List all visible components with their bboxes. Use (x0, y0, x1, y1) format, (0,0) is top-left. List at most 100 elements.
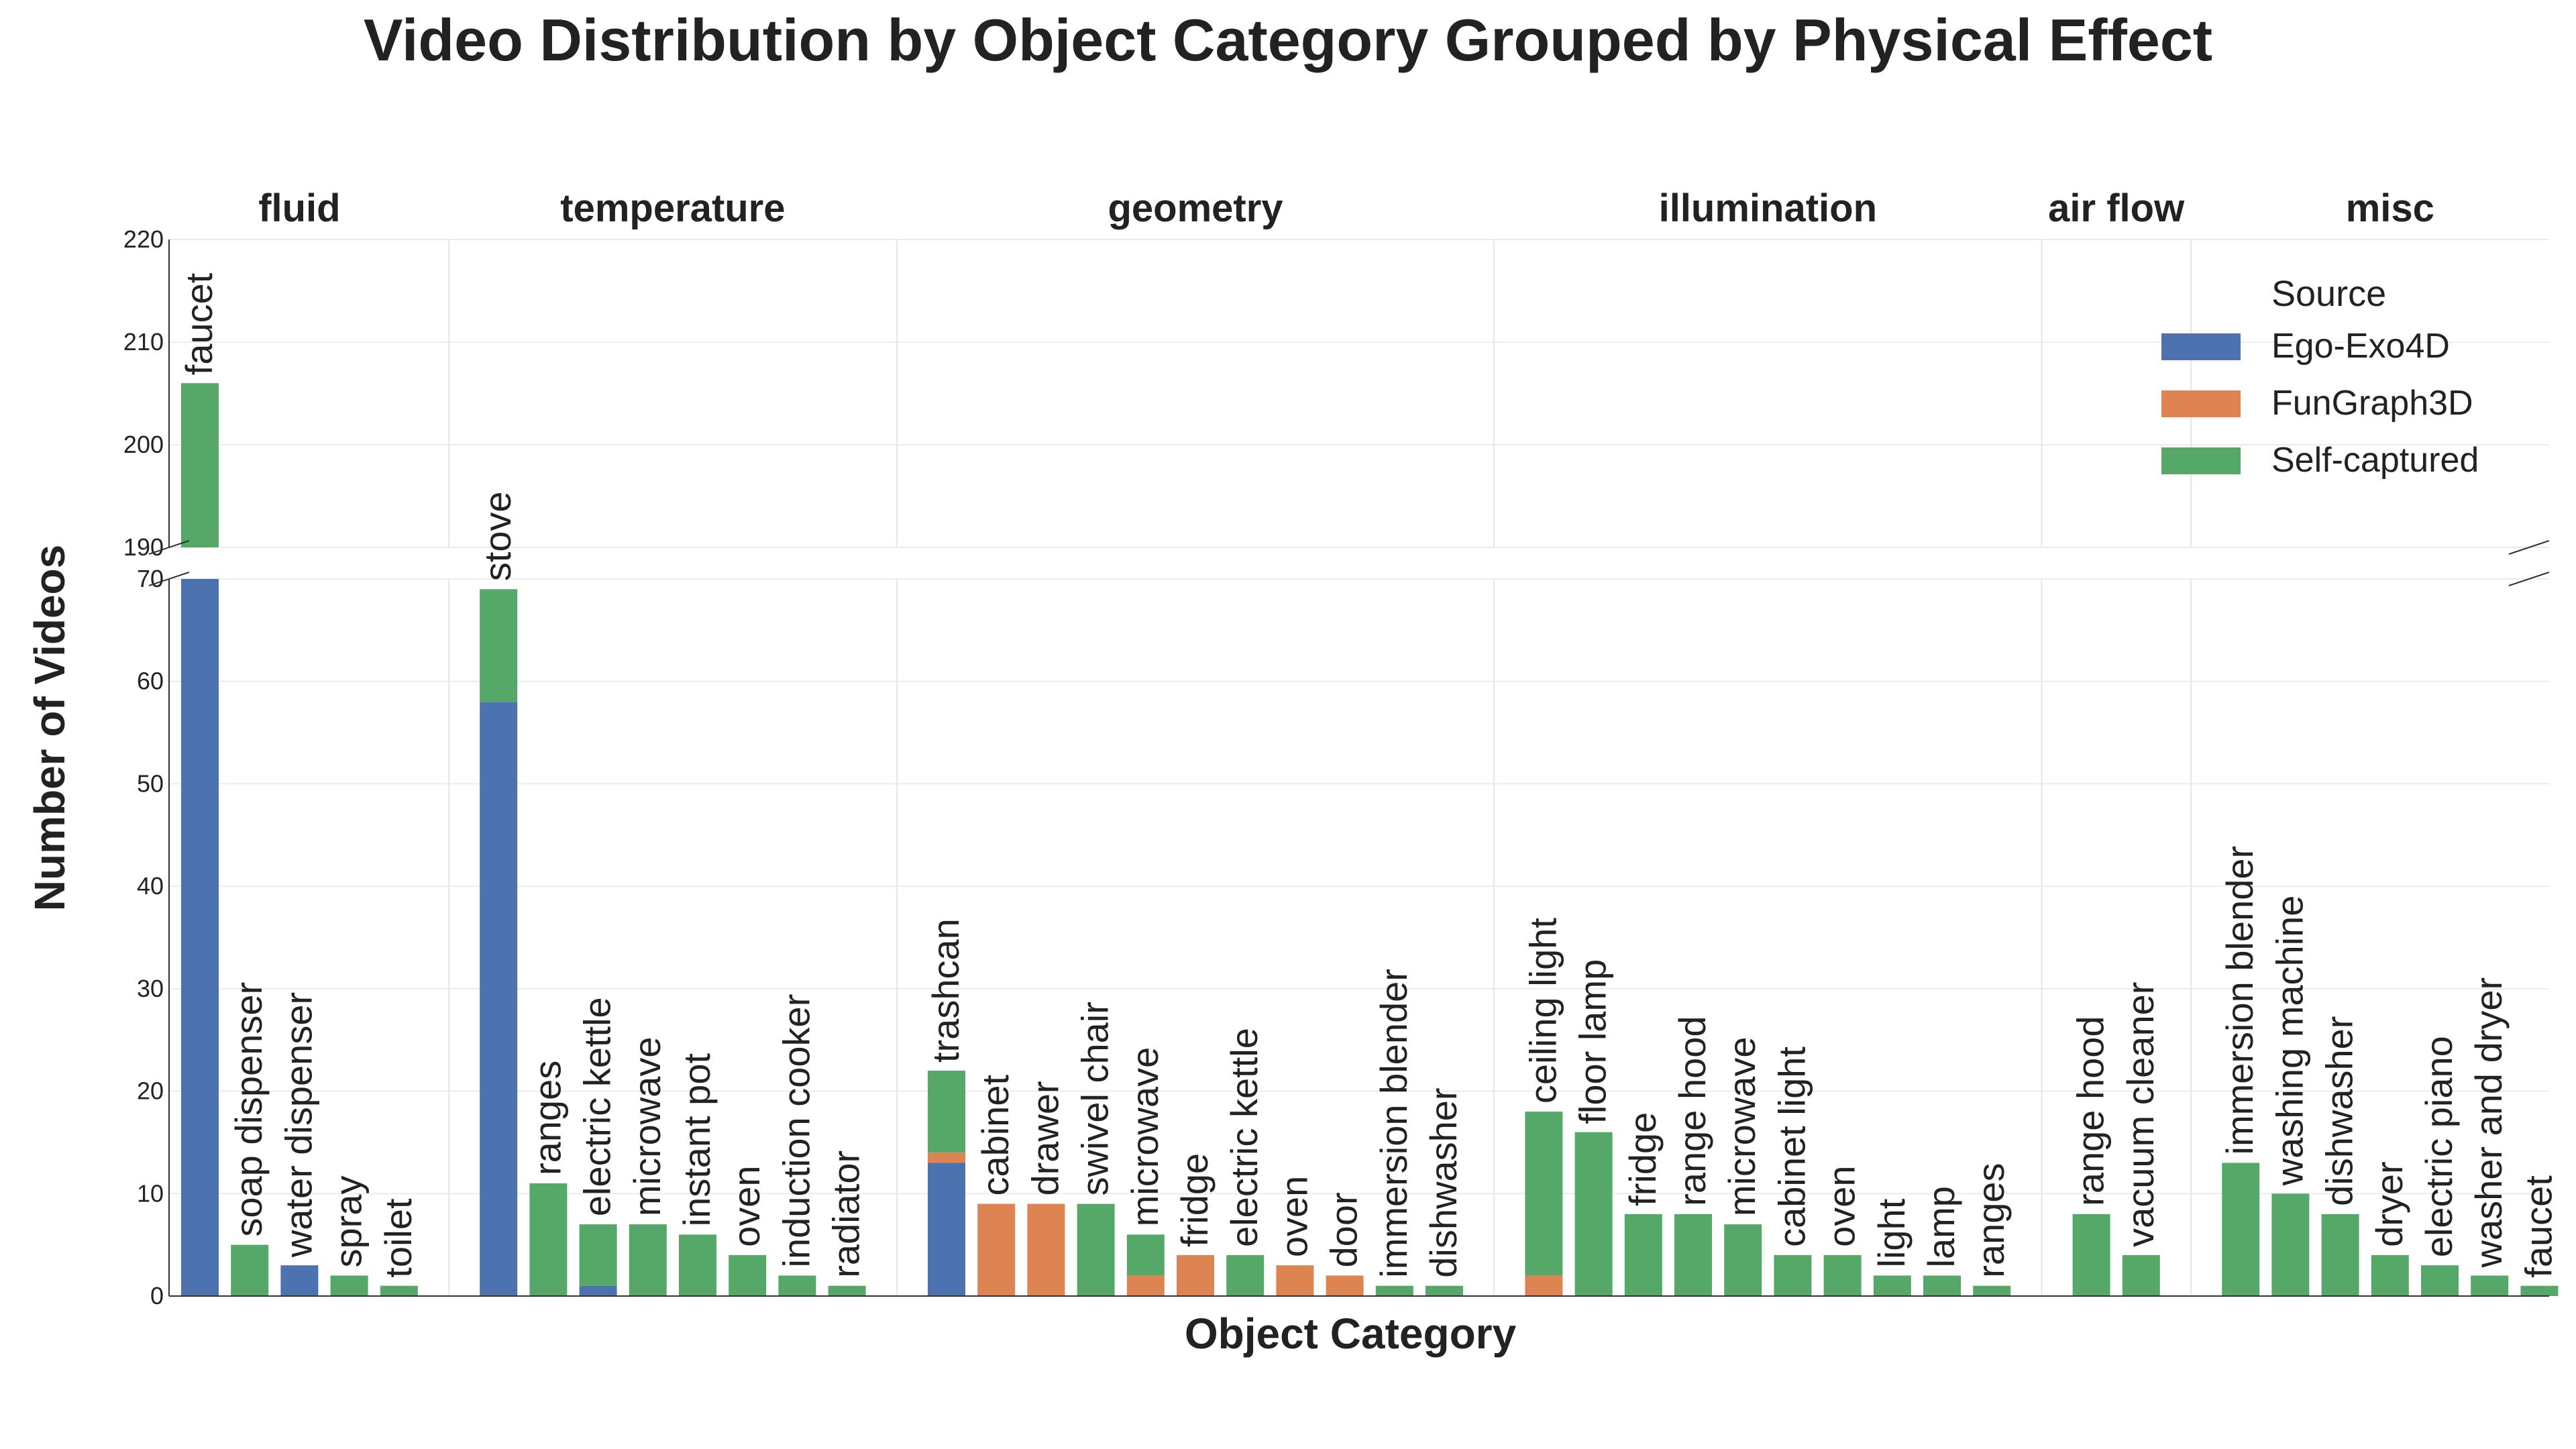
bar-segment (280, 1265, 319, 1296)
bar-segment (1077, 1203, 1115, 1296)
bar-label: washer and dryer (2467, 977, 2510, 1269)
bar-segment (1326, 1275, 1364, 1296)
y-tick-label-lower: 10 (137, 1179, 164, 1207)
bar-label: dryer (2368, 1161, 2410, 1247)
bar-segment (1624, 1214, 1662, 1296)
bar-segment (2520, 1285, 2559, 1296)
chart-title: Video Distribution by Object Category Gr… (364, 7, 2212, 73)
bar-label: fridge (1173, 1153, 1216, 1247)
bar-segment (1375, 1285, 1413, 1296)
bar-label: lamp (1920, 1186, 1962, 1267)
bar-segment (1525, 1275, 1563, 1296)
bar-segment (1226, 1254, 1265, 1296)
y-tick-label-upper: 190 (123, 533, 164, 561)
bar-segment (1774, 1254, 1812, 1296)
axes-layer: 0 10 20 30 40 50 60 70 190 200 210 220 (123, 225, 2550, 1309)
bar-segment (2072, 1214, 2110, 1296)
bar-label: water dispenser (277, 992, 319, 1258)
legend-swatch (2161, 390, 2241, 417)
bar-segment (977, 1203, 1016, 1296)
bar-label: floor lamp (1572, 959, 1614, 1124)
grid-layer (169, 239, 2549, 1297)
bar-segment (1873, 1275, 1911, 1296)
bar-label: oven (1273, 1176, 1315, 1257)
group-label-illumination: illumination (1659, 186, 1877, 230)
bar-label: faucet (178, 272, 220, 375)
legend-entry: Ego-Exo4D (2271, 327, 2450, 366)
bar-label: vacuum cleaner (2119, 982, 2161, 1247)
bar-segment (828, 1285, 866, 1296)
bar-label: cabinet (974, 1075, 1016, 1196)
bar-segment (231, 1244, 269, 1296)
bar-segment (2321, 1214, 2359, 1296)
bar-label: dishwasher (2318, 1016, 2361, 1206)
bar-label: spray (327, 1176, 370, 1268)
y-tick-label-lower: 20 (137, 1077, 164, 1105)
bar-segment (330, 1275, 368, 1296)
bar-label: dishwasher (1422, 1087, 1464, 1277)
bar-segment (2371, 1254, 2409, 1296)
bar-segment (1574, 1132, 1613, 1296)
bar-segment (778, 1275, 816, 1296)
bar-segment (181, 579, 219, 1296)
bar-label: oven (725, 1165, 767, 1246)
y-tick-label-upper: 200 (123, 431, 164, 458)
axis-break-mark (2508, 572, 2550, 586)
axis-break-mark (2508, 540, 2550, 555)
axis-break-mark (148, 540, 190, 555)
bar-label: faucet (2517, 1175, 2559, 1278)
bar-label: instant pot (676, 1053, 718, 1227)
bar-label: cabinet light (1770, 1046, 1813, 1247)
group-label-geometry: geometry (1108, 186, 1283, 230)
legend-entry: Self-captured (2271, 441, 2479, 480)
bar-segment (1177, 1254, 1214, 1296)
y-tick-label-lower: 50 (137, 769, 164, 797)
labels-layer: fluid temperature geometry illumination air … (178, 186, 2559, 1278)
bar-segment (928, 1071, 965, 1153)
bar-segment (380, 1285, 418, 1296)
bar-segment (1823, 1254, 1862, 1296)
bar-label: ranges (1970, 1163, 2012, 1277)
group-label-temperature: temperature (560, 186, 785, 230)
legend-swatch (2161, 447, 2241, 474)
bar-segment (1276, 1265, 1314, 1296)
bar-segment (1724, 1224, 1762, 1296)
bar-segment (1923, 1275, 1961, 1296)
y-tick-label-upper: 210 (123, 328, 164, 356)
bar-segment (1126, 1275, 1165, 1296)
bar-label: washing machine (2268, 896, 2310, 1187)
x-axis-title: Object Category (1185, 1309, 1517, 1358)
bar-segment (2471, 1275, 2509, 1296)
bar-label: electric kettle (1223, 1028, 1265, 1247)
bar-label: ranges (526, 1061, 568, 1175)
group-label-air-flow: air flow (2048, 186, 2185, 230)
bar-segment (679, 1234, 716, 1296)
bar-segment (480, 589, 518, 702)
bar-segment (1426, 1285, 1463, 1296)
bar-segment (1674, 1214, 1712, 1296)
bar-label: radiator (825, 1150, 867, 1278)
legend-entry: FunGraph3D (2271, 384, 2473, 423)
bar-label: door (1323, 1192, 1365, 1267)
bar-label: stove (476, 491, 519, 581)
bar-label: immersion blender (1373, 969, 1415, 1278)
bar-segment (928, 1152, 965, 1163)
axis-break-mark (148, 572, 190, 586)
bar-segment (1027, 1203, 1065, 1296)
bars-layer (181, 383, 2559, 1296)
y-tick-label-lower: 0 (150, 1282, 164, 1309)
bar-label: drawer (1024, 1081, 1066, 1195)
bar-segment (2271, 1193, 2310, 1296)
y-tick-label-lower: 60 (137, 667, 164, 695)
legend: Source Ego-Exo4D FunGraph3D Self-captured (2161, 274, 2479, 480)
bar-label: light (1870, 1198, 1913, 1267)
bar-label: induction cooker (775, 994, 817, 1268)
bar-label: microwave (626, 1036, 668, 1216)
bar-segment (480, 702, 518, 1296)
bar-segment (579, 1224, 617, 1286)
y-tick-label-lower: 70 (137, 565, 164, 592)
bar-segment (629, 1224, 667, 1296)
y-tick-label-lower: 40 (137, 872, 164, 900)
